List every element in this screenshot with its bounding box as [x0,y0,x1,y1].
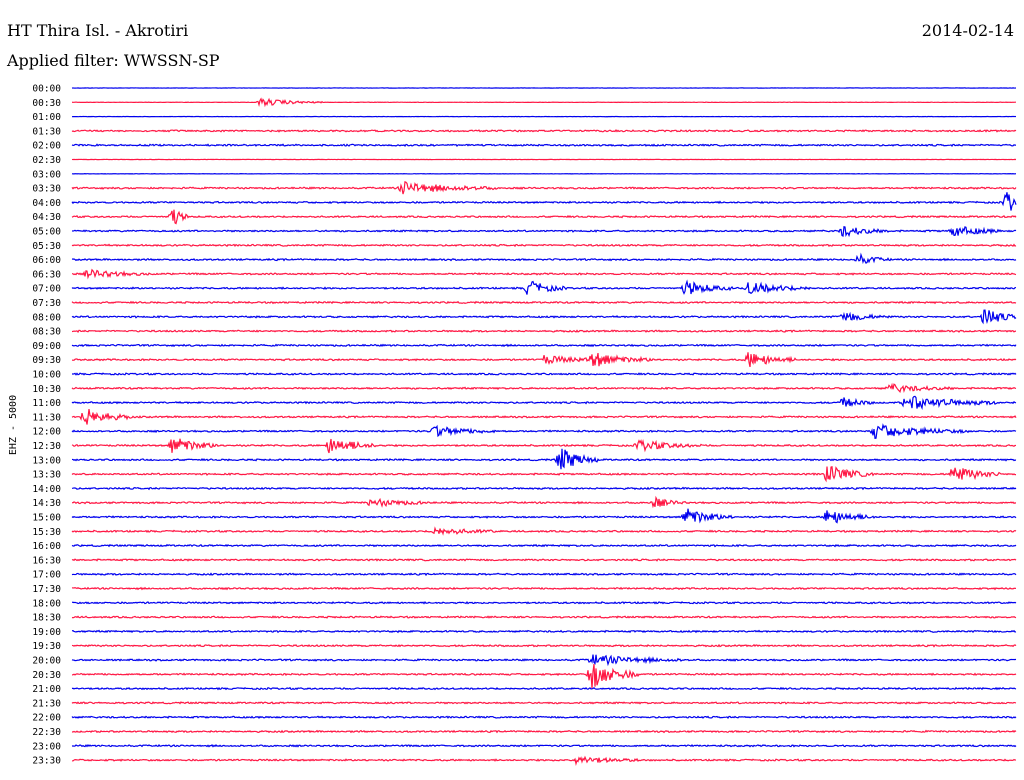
trace-0700 [71,279,1017,295]
time-tick-0800: 08:00 [32,312,61,323]
trace-2100 [71,686,1017,691]
trace-1630 [71,558,1017,562]
time-tick-0700: 07:00 [32,284,61,295]
time-tick-1130: 11:30 [32,412,61,423]
trace-1130 [71,408,1017,425]
trace-0800 [71,309,1017,325]
trace-0130 [71,129,1017,133]
time-tick-0830: 08:30 [32,327,61,338]
time-tick-0500: 05:00 [32,227,61,238]
time-tick-0600: 06:00 [32,255,61,266]
time-tick-1100: 11:00 [32,398,61,409]
time-tick-1830: 18:30 [32,613,61,624]
time-tick-1200: 12:00 [32,427,61,438]
time-tick-1330: 13:30 [32,470,61,481]
time-tick-1500: 15:00 [32,513,61,524]
time-tick-2100: 21:00 [32,684,61,695]
time-tick-1630: 16:30 [32,555,61,566]
time-tick-1400: 14:00 [32,484,61,495]
time-tick-0630: 06:30 [32,269,61,280]
record-date: 2014-02-14 [921,21,1014,40]
time-tick-0200: 02:00 [32,141,61,152]
trace-2330 [71,755,1017,766]
trace-0030 [71,97,1017,108]
trace-2130 [71,701,1017,705]
trace-1100 [71,395,1017,410]
time-tick-1530: 15:30 [32,527,61,538]
trace-1000 [71,372,1017,376]
time-tick-1030: 10:30 [32,384,61,395]
time-tick-0230: 02:30 [32,155,61,166]
trace-1830 [71,615,1017,619]
time-tick-2000: 20:00 [32,656,61,667]
time-tick-0100: 01:00 [32,112,61,123]
trace-1530 [71,526,1017,536]
time-tick-2130: 21:30 [32,698,61,709]
time-tick-0530: 05:30 [32,241,61,252]
trace-0930 [71,352,1017,368]
trace-1400 [71,486,1017,491]
trace-1430 [71,495,1017,509]
trace-1600 [71,543,1017,548]
time-tick-0130: 01:30 [32,126,61,137]
station-title: HT Thira Isl. - Akrotiri [7,21,189,40]
trace-0830 [71,329,1017,333]
time-tick-1600: 16:00 [32,541,61,552]
trace-1030 [71,382,1017,394]
time-tick-0430: 04:30 [32,212,61,223]
trace-2000 [71,654,1017,667]
time-tick-0400: 04:00 [32,198,61,209]
time-tick-2330: 23:30 [32,756,61,767]
trace-1730 [71,586,1017,591]
trace-1300 [71,448,1017,470]
trace-0900 [71,343,1017,348]
trace-1230 [71,438,1017,454]
time-tick-1430: 14:30 [32,498,61,509]
trace-0630 [71,268,1017,280]
time-tick-1700: 17:00 [32,570,61,581]
trace-1930 [71,643,1017,648]
trace-2200 [71,715,1017,720]
time-tick-2030: 20:30 [32,670,61,681]
time-tick-0300: 03:00 [32,169,61,180]
trace-0200 [71,143,1017,148]
time-tick-1730: 17:30 [32,584,61,595]
time-tick-2300: 23:00 [32,741,61,752]
time-tick-0930: 09:30 [32,355,61,366]
trace-1330 [71,466,1017,483]
trace-0730 [71,300,1017,305]
trace-1200 [71,423,1017,440]
trace-1900 [71,629,1017,634]
time-tick-2200: 22:00 [32,713,61,724]
time-tick-1900: 19:00 [32,627,61,638]
time-tick-1300: 13:00 [32,455,61,466]
trace-0500 [71,225,1017,238]
trace-1700 [71,572,1017,577]
trace-2300 [71,744,1017,748]
filter-label: Applied filter: WWSSN-SP [7,51,220,70]
time-tick-labels: 00:00 00:30 01:00 01:30 02:00 02:30 03:00 03:30… [32,84,61,767]
trace-0430 [71,209,1017,225]
trace-0400 [71,192,1017,211]
trace-0330 [71,181,1017,195]
time-tick-1800: 18:00 [32,598,61,609]
y-axis-label: EHZ - 5000 [8,395,19,455]
trace-2030 [71,663,1017,689]
trace-1500 [71,508,1017,524]
time-tick-0730: 07:30 [32,298,61,309]
trace-2230 [71,729,1017,734]
time-tick-0330: 03:30 [32,184,61,195]
time-tick-1930: 19:30 [32,641,61,652]
trace-0600 [71,252,1017,265]
time-tick-1000: 10:00 [32,370,61,381]
trace-1800 [71,600,1017,605]
time-tick-2230: 22:30 [32,727,61,738]
time-tick-0000: 00:00 [32,84,61,95]
trace-0530 [71,243,1017,248]
time-tick-0030: 00:30 [32,98,61,109]
seismic-traces [71,87,1017,766]
time-tick-0900: 09:00 [32,341,61,352]
time-tick-1230: 12:30 [32,441,61,452]
